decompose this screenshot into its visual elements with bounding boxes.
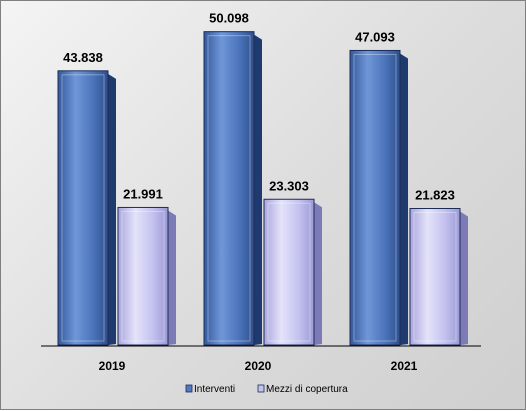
x-tick-label-2021: 2021 xyxy=(391,359,418,373)
data-label-mezzi-di-copertura-2021: 21.823 xyxy=(415,188,455,203)
legend-label: Interventi xyxy=(194,384,235,395)
bar-interventi-2019 xyxy=(57,70,116,346)
data-label-interventi-2020: 50.098 xyxy=(209,11,249,26)
plot-area xyxy=(41,31,481,347)
legend-label: Mezzi di copertura xyxy=(266,384,348,395)
legend-item-mezzi-di-copertura: Mezzi di copertura xyxy=(257,384,348,395)
data-label-mezzi-di-copertura-2020: 23.303 xyxy=(269,178,309,193)
legend-swatch xyxy=(185,384,193,393)
data-label-interventi-2019: 43.838 xyxy=(63,50,103,65)
bar-interventi-2021 xyxy=(349,49,408,346)
bar-mezzi-di-copertura-2019 xyxy=(117,206,176,346)
data-labels: 43.838 21.991 50.098 23.303 47.093 21.823 xyxy=(63,11,455,203)
legend: Interventi Mezzi di copertura xyxy=(185,384,348,395)
category-axis: 2019 2020 2021 xyxy=(99,359,418,373)
data-label-interventi-2021: 47.093 xyxy=(355,29,395,44)
bar-interventi-2020 xyxy=(203,31,262,346)
data-label-mezzi-di-copertura-2019: 21.991 xyxy=(123,186,163,201)
x-tick-label-2019: 2019 xyxy=(99,359,126,373)
x-tick-label-2020: 2020 xyxy=(245,359,272,373)
legend-swatch xyxy=(257,384,265,393)
bar-mezzi-di-copertura-2021 xyxy=(409,208,468,346)
legend-item-interventi: Interventi xyxy=(185,384,235,395)
bar-mezzi-di-copertura-2020 xyxy=(263,198,322,346)
